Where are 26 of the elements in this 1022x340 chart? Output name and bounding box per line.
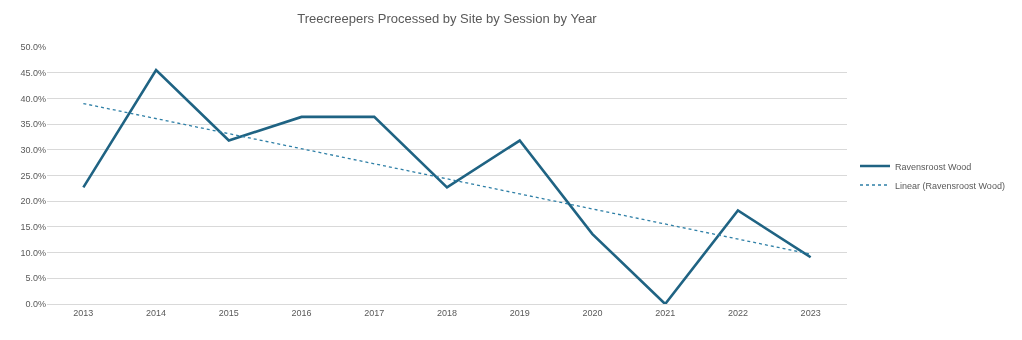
y-tick-label: 50.0% bbox=[20, 42, 46, 53]
x-tick-label: 2019 bbox=[509, 307, 530, 318]
chart-title: Treecreepers Processed by Site by Session by Year bbox=[297, 10, 598, 26]
y-tick-label: 45.0% bbox=[20, 67, 46, 78]
x-tick-label: 2022 bbox=[727, 307, 748, 318]
y-tick-label: 0.0% bbox=[25, 299, 46, 310]
y-tick-label: 20.0% bbox=[20, 196, 46, 207]
y-tick-label: 5.0% bbox=[25, 273, 46, 284]
x-tick-label: 2017 bbox=[364, 307, 385, 318]
x-tick-label: 2018 bbox=[436, 307, 458, 318]
y-tick-label: 15.0% bbox=[20, 222, 46, 233]
x-tick-label: 2014 bbox=[146, 307, 167, 318]
x-tick-label: 2013 bbox=[73, 307, 94, 318]
legend-label: Linear (Ravensroost Wood) bbox=[895, 180, 1005, 191]
line-series bbox=[82, 68, 812, 304]
x-tick-label: 2023 bbox=[800, 307, 821, 318]
y-tick-label: 10.0% bbox=[20, 247, 46, 258]
y-tick-label: 25.0% bbox=[20, 170, 46, 181]
y-tick-label: 40.0% bbox=[20, 93, 46, 104]
y-tick-label: 35.0% bbox=[20, 119, 46, 130]
y-tick-label: 30.0% bbox=[20, 144, 46, 155]
x-tick-label: 2020 bbox=[582, 307, 603, 318]
x-tick-label: 2021 bbox=[655, 307, 676, 318]
x-tick-label: 2015 bbox=[218, 307, 239, 318]
legend-label: Ravensroost Wood bbox=[895, 161, 972, 172]
x-tick-label: 2016 bbox=[291, 307, 312, 318]
